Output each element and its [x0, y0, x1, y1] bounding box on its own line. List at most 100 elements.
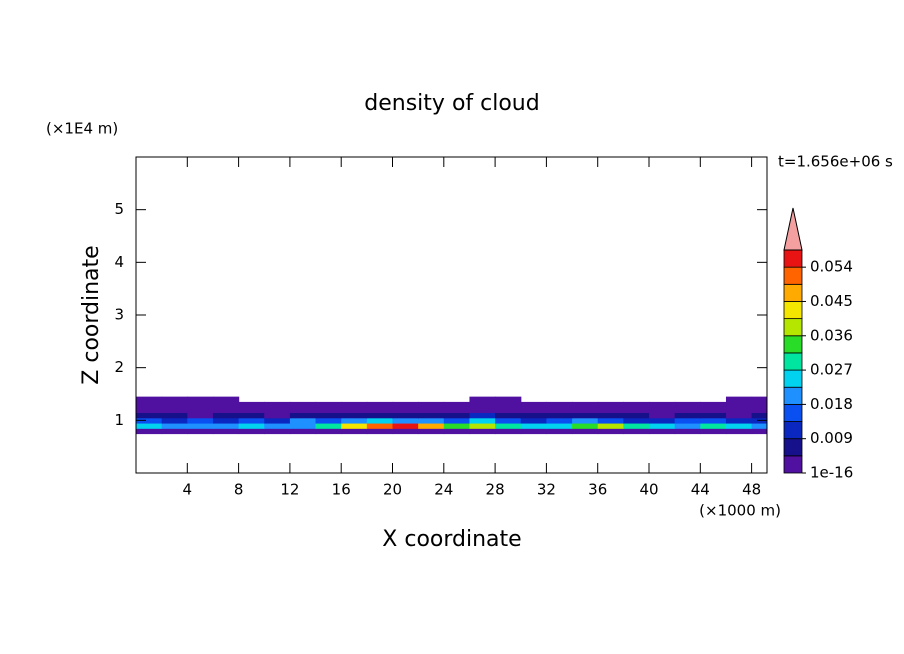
- contour-cell: [443, 401, 471, 408]
- contour-cell: [520, 407, 548, 414]
- x-tick-label: 48: [742, 481, 761, 499]
- contour-cell: [264, 417, 291, 424]
- contour-cell: [136, 417, 163, 424]
- contour-cell: [161, 401, 188, 408]
- contour-cell: [751, 407, 767, 414]
- contour-cell: [546, 422, 573, 429]
- contour-cell: [161, 428, 188, 435]
- contour-cell: [418, 417, 445, 424]
- contour-cell: [700, 428, 727, 435]
- contour-cell: [289, 428, 317, 435]
- x-tick-label: 4: [183, 481, 193, 499]
- colorbar-band: [783, 386, 803, 405]
- colorbar-label: 1e-16: [810, 464, 853, 482]
- contour-cell: [238, 412, 265, 419]
- contour-cell: [520, 412, 548, 419]
- contour-cell: [187, 407, 214, 414]
- colorbar-label: 0.054: [810, 258, 853, 276]
- colorbar-band: [783, 249, 803, 268]
- contour-cell: [341, 428, 368, 435]
- time-label: t=1.656e+06 s: [778, 153, 893, 171]
- contour-cell: [597, 428, 624, 435]
- contour-cell: [161, 422, 188, 429]
- contour-cell: [572, 412, 599, 419]
- contour-cell: [725, 401, 753, 408]
- contour-cell: [187, 422, 214, 429]
- contour-cell: [238, 428, 265, 435]
- contour-cell: [136, 428, 163, 435]
- colorbar-band: [783, 266, 803, 285]
- colorbar-label: 0.009: [810, 429, 853, 447]
- contour-cell: [572, 428, 599, 435]
- contour-cell: [392, 417, 419, 424]
- contour-cell: [264, 401, 291, 408]
- contour-cell: [136, 412, 163, 419]
- contour-cell: [366, 422, 394, 429]
- contour-cell: [700, 422, 727, 429]
- x-tick-label: 12: [280, 481, 299, 499]
- contour-cell: [315, 412, 342, 419]
- colorbar-extension: [783, 207, 803, 251]
- colorbar-band: [783, 352, 803, 371]
- contour-cell: [289, 417, 317, 424]
- contour-cell: [418, 407, 445, 414]
- contour-cell: [469, 396, 496, 403]
- contour-cell: [623, 407, 650, 414]
- contour-cell: [546, 417, 573, 424]
- contour-cell: [751, 396, 767, 403]
- contour-cell: [161, 396, 188, 403]
- contour-cell: [495, 412, 522, 419]
- x-tick-label: 16: [332, 481, 351, 499]
- x-tick-label: 24: [434, 481, 453, 499]
- x-tick-label: 32: [537, 481, 556, 499]
- contour-cell: [212, 412, 240, 419]
- contour-cell: [418, 412, 445, 419]
- y-tick-label: 3: [114, 306, 124, 324]
- x-tick-label: 40: [639, 481, 658, 499]
- contour-cell: [546, 407, 573, 414]
- contour-cell: [751, 412, 767, 419]
- contour-cell: [418, 422, 445, 429]
- contour-cell: [623, 401, 650, 408]
- contour-cell: [161, 412, 188, 419]
- colorbar-band: [783, 455, 803, 474]
- contour-cell: [495, 428, 522, 435]
- contour-cell: [495, 396, 522, 403]
- y-unit: (×1E4 m): [46, 120, 118, 138]
- y-tick-label: 2: [114, 358, 124, 376]
- contour-cell: [495, 401, 522, 408]
- contour-cell: [469, 407, 496, 414]
- contour-cell: [315, 407, 342, 414]
- contour-cell: [725, 412, 753, 419]
- colorbar-band: [783, 318, 803, 337]
- contour-cell: [700, 401, 727, 408]
- contour-cell: [264, 422, 291, 429]
- contour-cell: [520, 428, 548, 435]
- contour-cell: [572, 422, 599, 429]
- contour-cell: [725, 407, 753, 414]
- colorbar-band: [783, 283, 803, 302]
- chart-title: density of cloud: [364, 91, 539, 116]
- contour-cell: [725, 417, 753, 424]
- contour-cell: [212, 401, 240, 408]
- contour-cell: [674, 428, 701, 435]
- contour-cell: [212, 428, 240, 435]
- contour-cell: [366, 401, 394, 408]
- contour-cell: [136, 407, 163, 414]
- contour-cell: [315, 417, 342, 424]
- contour-cell: [418, 401, 445, 408]
- contour-cell: [546, 428, 573, 435]
- contour-cell: [700, 412, 727, 419]
- y-tick-label: 1: [114, 411, 124, 429]
- contour-cell: [674, 412, 701, 419]
- contour-cell: [623, 422, 650, 429]
- contour-cell: [495, 407, 522, 414]
- contour-cell: [264, 407, 291, 414]
- contour-cell: [187, 412, 214, 419]
- contour-cell: [597, 422, 624, 429]
- colorbar-band: [783, 421, 803, 440]
- contour-cell: [725, 396, 753, 403]
- contour-cell: [341, 407, 368, 414]
- contour-cell: [674, 401, 701, 408]
